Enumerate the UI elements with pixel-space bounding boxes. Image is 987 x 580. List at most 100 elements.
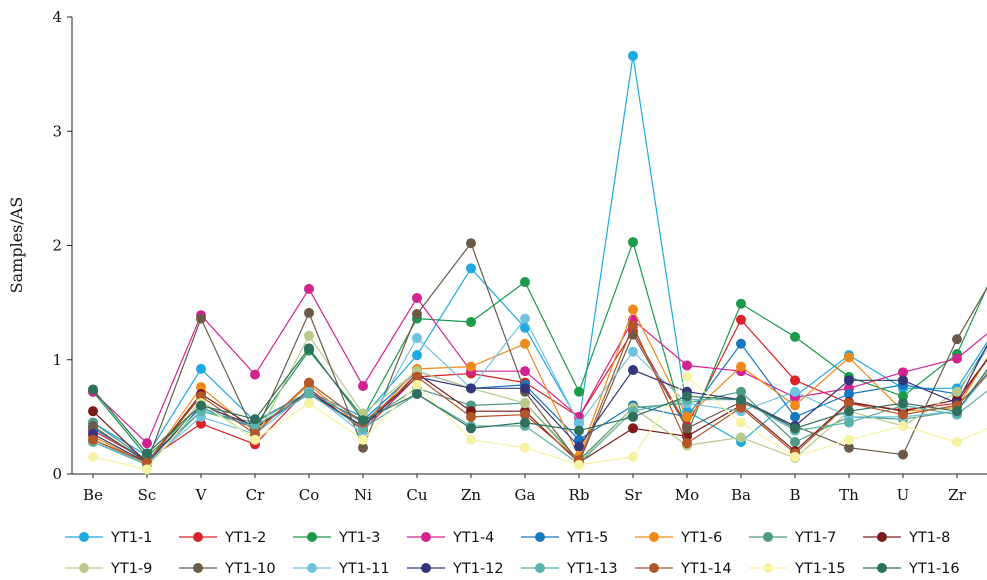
data-point [682,438,692,449]
data-point [898,449,908,460]
data-point [520,277,530,288]
data-point [88,406,98,417]
legend-label: YT1-5 [566,530,608,546]
data-point [736,386,746,397]
legend-item: YT1-5 [521,530,608,546]
data-point [844,417,854,428]
data-point [142,464,152,475]
data-point [628,423,638,434]
data-point [520,338,530,349]
legend-item: YT1-16 [863,561,960,577]
data-point [682,391,692,402]
data-point [304,377,314,388]
data-point [628,346,638,357]
legend-item: YT1-8 [863,530,950,546]
legend-item: YT1-9 [65,561,152,577]
data-point [790,423,800,434]
data-point [574,459,584,470]
data-point [898,391,908,402]
data-point [628,50,638,61]
data-point [520,383,530,394]
data-point [304,389,314,400]
data-point [520,366,530,377]
data-point [574,418,584,429]
x-tick-label: Th [839,486,859,504]
legend-label: YT1-9 [110,561,152,577]
legend-label: YT1-1 [110,530,152,546]
data-point [952,386,962,397]
data-point [304,307,314,318]
data-point [736,298,746,309]
data-point [466,317,476,328]
series-YT1-3 [88,237,987,462]
legend-marker [649,532,659,542]
legend-marker [763,532,773,542]
axes: 01234BeScVCrCoNiCuZnGaRbSrMoBaBThUZrHf [52,8,987,504]
data-point [520,313,530,324]
data-point [736,338,746,349]
data-point [628,304,638,315]
legend-label: YT1-7 [794,530,836,546]
data-point [628,237,638,248]
data-point [358,381,368,392]
legend-item: YT1-3 [293,530,380,546]
x-tick-label: U [897,486,910,504]
data-point [250,414,260,425]
data-point [196,418,206,429]
x-tick-label: Cr [246,486,265,504]
legend-item: YT1-13 [521,561,618,577]
x-tick-label: Cu [406,486,427,504]
data-point [196,363,206,374]
data-point [142,457,152,468]
data-point [574,441,584,452]
legend-marker [307,532,317,542]
legend-marker [877,532,887,542]
legend-label: YT1-10 [224,561,276,577]
data-point [736,361,746,372]
data-point [466,411,476,422]
data-point [790,451,800,462]
data-point [628,320,638,331]
data-point [466,423,476,434]
legend-label: YT1-6 [680,530,722,546]
series-line [92,347,987,454]
series-line [92,318,987,464]
data-point [358,408,368,419]
data-point [790,400,800,411]
data-point [88,434,98,445]
x-tick-label: Ga [515,486,536,504]
legend-marker [877,563,887,573]
data-point [898,421,908,432]
legend-marker [307,563,317,573]
legend-item: YT1-14 [635,561,732,577]
legend-marker [193,563,203,573]
data-point [682,423,692,434]
data-point [952,353,962,364]
data-point [736,314,746,325]
legend-marker [649,563,659,573]
data-point [844,398,854,409]
y-tick-label: 0 [52,465,62,483]
x-tick-label: Mo [675,486,699,504]
data-point [304,283,314,294]
legend-item: YT1-2 [179,530,266,546]
legend-marker [535,563,545,573]
series-line [92,376,987,470]
legend-marker [763,563,773,573]
legend-label: YT1-2 [224,530,266,546]
data-point [628,451,638,462]
data-point [358,442,368,453]
data-point [520,322,530,333]
legend-marker [193,532,203,542]
legend-item: YT1-11 [293,561,390,577]
data-point [196,313,206,324]
legend-marker [79,532,89,542]
legend-label: YT1-16 [908,561,960,577]
data-point [466,361,476,372]
x-tick-label: Be [83,486,103,504]
data-point [844,434,854,445]
legend-item: YT1-10 [179,561,276,577]
data-point [466,434,476,445]
data-point [736,402,746,413]
data-point [520,409,530,420]
